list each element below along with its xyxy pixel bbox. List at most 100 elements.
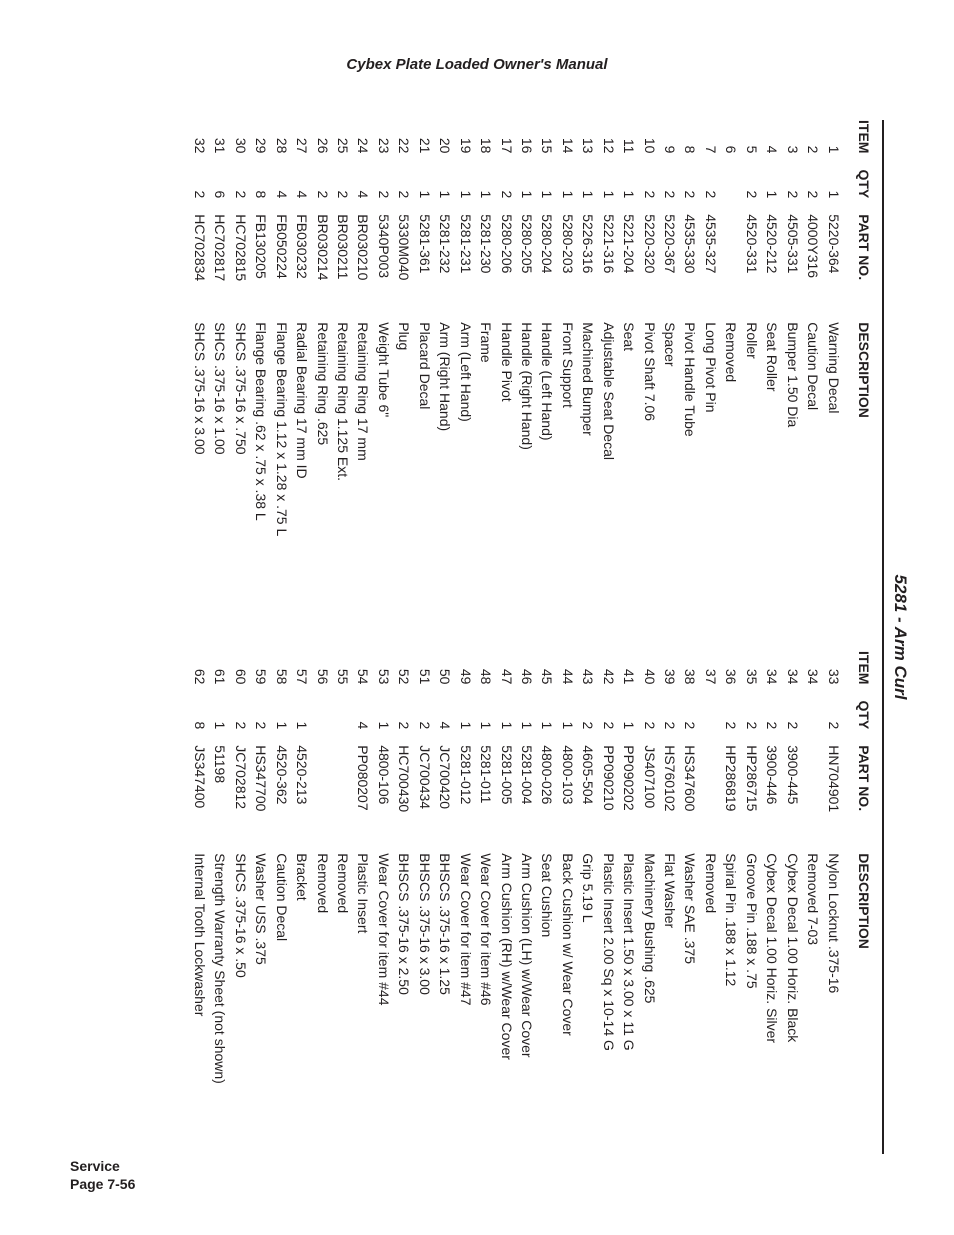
cell-item: 43 bbox=[578, 651, 598, 700]
cell-item: 22 bbox=[394, 120, 414, 169]
cell-desc: Bumper 1.50 Dia bbox=[782, 322, 802, 623]
cell-pn: BR030210 bbox=[353, 214, 373, 322]
cell-desc: Retaining Ring .625 bbox=[312, 322, 332, 623]
right-column: ITEM QTY PART NO. DESCRIPTION 332HN70490… bbox=[190, 651, 874, 1154]
cell-pn: 4535-330 bbox=[680, 214, 700, 322]
cell-pn: BR030211 bbox=[333, 214, 353, 322]
cell-desc: Machined Bumper bbox=[578, 322, 598, 623]
cell-item: 27 bbox=[292, 120, 312, 169]
cell-item: 55 bbox=[333, 651, 353, 700]
table-row: 422PP090210Plastic Insert 2.00 Sq x 10-1… bbox=[598, 651, 618, 1154]
cell-pn: 5280-205 bbox=[517, 214, 537, 322]
cell-pn: 5281-231 bbox=[455, 214, 475, 322]
table-row: 37Removed bbox=[701, 651, 721, 1154]
table-row: 115220-364Warning Decal bbox=[823, 120, 843, 623]
table-row: 324505-331Bumper 1.50 Dia bbox=[782, 120, 802, 623]
cell-desc: Seat bbox=[619, 322, 639, 623]
page: Cybex Plate Loaded Owner's Manual 5281 -… bbox=[0, 0, 954, 1235]
cell-desc: Strength Warranty Sheet (not shown) bbox=[210, 853, 230, 1154]
cell-item: 11 bbox=[619, 120, 639, 169]
cell-item: 51 bbox=[414, 651, 434, 700]
cell-pn: HC700430 bbox=[394, 745, 414, 853]
cell-desc: Removed 7-03 bbox=[803, 853, 823, 1154]
cell-qty: 1 bbox=[517, 169, 537, 214]
table-row: 352HP286715Groove Pin .188 x .75 bbox=[741, 651, 761, 1154]
table-row: 1415280-203Front Support bbox=[557, 120, 577, 623]
table-row: 2015281-232Arm (Right Hand) bbox=[435, 120, 455, 623]
cell-pn: HS760102 bbox=[660, 745, 680, 853]
cell-desc: Wear Cover for item #44 bbox=[374, 853, 394, 1154]
table-row: 3423900-446Cybex Decal 1.00 Horiz. Silve… bbox=[762, 651, 782, 1154]
cell-item: 26 bbox=[312, 120, 332, 169]
cell-desc: Washer SAE .375 bbox=[680, 853, 700, 1154]
cell-qty: 1 bbox=[455, 169, 475, 214]
cell-qty bbox=[701, 700, 721, 745]
cell-pn: 3900-445 bbox=[782, 745, 802, 853]
cell-item: 8 bbox=[680, 120, 700, 169]
cell-item: 23 bbox=[374, 120, 394, 169]
cell-qty: 1 bbox=[619, 169, 639, 214]
cell-qty: 2 bbox=[394, 700, 414, 745]
cell-pn: HS347700 bbox=[251, 745, 271, 853]
cell-qty: 2 bbox=[660, 169, 680, 214]
table-row: 628JS347400Internal Tooth Lockwasher bbox=[190, 651, 210, 1154]
cell-pn: JC700434 bbox=[414, 745, 434, 853]
cell-pn: 3900-446 bbox=[762, 745, 782, 853]
cell-qty: 2 bbox=[762, 700, 782, 745]
cell-item: 1 bbox=[823, 120, 843, 169]
cell-item: 2 bbox=[803, 120, 823, 169]
cell-qty bbox=[312, 700, 332, 745]
cell-qty bbox=[803, 700, 823, 745]
cell-desc: Grip 5.19 L bbox=[578, 853, 598, 1154]
cell-qty: 2 bbox=[496, 169, 516, 214]
cell-desc: Pivot Handle Tube bbox=[680, 322, 700, 623]
cell-pn: 4000Y316 bbox=[803, 214, 823, 322]
table-row: 6Removed bbox=[721, 120, 741, 623]
cell-qty: 2 bbox=[701, 169, 721, 214]
table-row: 5314800-106Wear Cover for item #44 bbox=[374, 651, 394, 1154]
cell-desc: Flange Bearing 1.12 x 1.28 x .75 L bbox=[271, 322, 291, 623]
table-row: 1215221-316Adjustable Seat Decal bbox=[598, 120, 618, 623]
cell-item: 36 bbox=[721, 651, 741, 700]
cell-qty: 1 bbox=[823, 169, 843, 214]
table-row: 61151198Strength Warranty Sheet (not sho… bbox=[210, 651, 230, 1154]
cell-item: 53 bbox=[374, 651, 394, 700]
cell-desc: Cybex Decal 1.00 Horiz. Silver bbox=[762, 853, 782, 1154]
table-row: 5814520-362Caution Decal bbox=[271, 651, 291, 1154]
cell-qty: 4 bbox=[353, 700, 373, 745]
cell-pn: 5281-012 bbox=[455, 745, 475, 853]
table-row: 2115281-361Placard Decal bbox=[414, 120, 434, 623]
cell-desc: Washer USS .375 bbox=[251, 853, 271, 1154]
cell-desc: Front Support bbox=[557, 322, 577, 623]
cell-qty: 1 bbox=[414, 169, 434, 214]
cell-desc: Frame bbox=[476, 322, 496, 623]
cell-pn bbox=[701, 745, 721, 853]
cell-qty: 1 bbox=[374, 700, 394, 745]
cell-item: 49 bbox=[455, 651, 475, 700]
cell-item: 14 bbox=[557, 120, 577, 169]
columns: ITEM QTY PART NO. DESCRIPTION 115220-364… bbox=[190, 120, 874, 1154]
doc-title: Cybex Plate Loaded Owner's Manual bbox=[70, 56, 884, 73]
cell-qty: 6 bbox=[210, 169, 230, 214]
cell-desc: Nylon Locknut .375-16 bbox=[823, 853, 843, 1154]
cell-item: 7 bbox=[701, 120, 721, 169]
cell-pn: JS407100 bbox=[639, 745, 659, 853]
cell-pn: 4520-331 bbox=[741, 214, 761, 322]
page-footer-label: Service Page 7-56 bbox=[70, 1158, 135, 1193]
parts-table-left: ITEM QTY PART NO. DESCRIPTION 115220-364… bbox=[190, 120, 874, 623]
cell-desc: Removed bbox=[333, 853, 353, 1154]
cell-pn: HC702817 bbox=[210, 214, 230, 322]
cell-desc: Roller bbox=[741, 322, 761, 623]
cell-desc: Flat Washer bbox=[660, 853, 680, 1154]
cell-qty: 2 bbox=[394, 169, 414, 214]
cell-desc: Wear Cover for item #47 bbox=[455, 853, 475, 1154]
cell-item: 20 bbox=[435, 120, 455, 169]
cell-qty: 1 bbox=[476, 700, 496, 745]
cell-pn: 4520-213 bbox=[292, 745, 312, 853]
cell-desc: Arm Cushion (LH) w/Wear Cover bbox=[517, 853, 537, 1154]
cell-item: 18 bbox=[476, 120, 496, 169]
cell-qty: 1 bbox=[476, 169, 496, 214]
cell-item: 28 bbox=[271, 120, 291, 169]
cell-pn: 4520-362 bbox=[271, 745, 291, 853]
cell-qty: 2 bbox=[251, 700, 271, 745]
